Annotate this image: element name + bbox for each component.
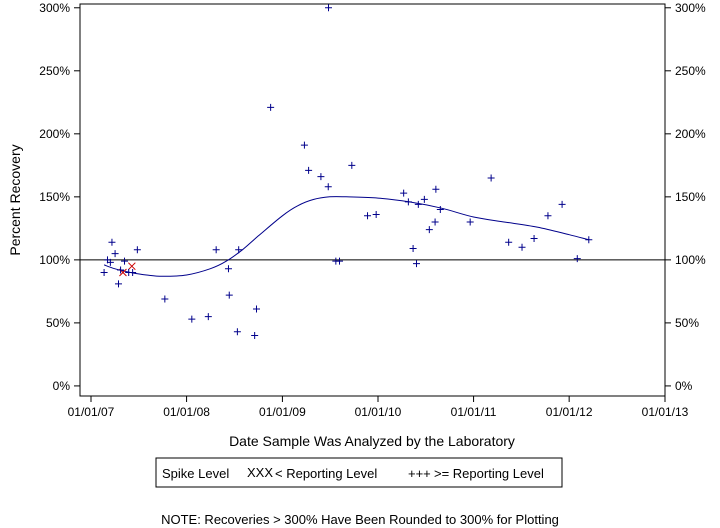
y-tick-label-left: 150% xyxy=(39,190,70,204)
data-point-above-reporting xyxy=(436,205,444,213)
data-point-above-reporting xyxy=(420,195,428,203)
y-tick-label-left: 200% xyxy=(39,127,70,141)
y-tick-label-left: 0% xyxy=(53,379,71,393)
data-point-above-reporting xyxy=(108,238,116,246)
data-point-above-reporting xyxy=(252,305,260,313)
y-tick-label-right: 0% xyxy=(675,379,693,393)
y-axis-left: 0% 50% 100% 150% 200% 250% 300% xyxy=(39,1,80,393)
data-point-below-reporting xyxy=(127,262,136,271)
data-point-above-reporting xyxy=(204,313,212,321)
data-point-above-reporting xyxy=(432,185,440,193)
data-point-above-reporting xyxy=(133,246,141,254)
data-point-above-reporting xyxy=(414,200,422,208)
y-tick-label-right: 100% xyxy=(675,253,706,267)
plot-frame xyxy=(79,3,666,397)
data-point-above-reporting xyxy=(117,266,125,274)
data-point-above-reporting xyxy=(400,189,408,197)
y-axis-title: Percent Recovery xyxy=(7,144,23,255)
x-tick-label: 01/01/09 xyxy=(259,405,306,419)
x-tick-label: 01/01/12 xyxy=(546,405,593,419)
legend-symbol-above: +++ xyxy=(408,466,431,481)
data-point-above-reporting xyxy=(336,257,344,265)
data-point-above-reporting xyxy=(251,331,259,339)
y-tick-label-right: 150% xyxy=(675,190,706,204)
footnote: NOTE: Recoveries > 300% Have Been Rounde… xyxy=(161,512,559,527)
data-point-above-reporting xyxy=(100,268,108,276)
y-tick-label-right: 300% xyxy=(675,1,706,15)
legend-symbol-below: XXX xyxy=(247,465,273,480)
data-point-above-reporting xyxy=(518,243,526,251)
data-point-above-reporting xyxy=(324,183,332,191)
data-point-above-reporting xyxy=(111,250,119,258)
data-points xyxy=(100,4,593,339)
x-tick-label: 01/01/11 xyxy=(451,405,497,419)
data-point-above-reporting xyxy=(317,173,325,181)
y-tick-label-left: 50% xyxy=(46,316,70,330)
y-tick-label-right: 250% xyxy=(675,64,706,78)
y-tick-label-left: 250% xyxy=(39,64,70,78)
data-point-above-reporting xyxy=(325,4,333,12)
trend-line xyxy=(103,196,589,277)
data-point-above-reporting xyxy=(544,212,552,220)
data-point-above-reporting xyxy=(372,210,380,218)
data-point-above-reporting xyxy=(431,218,439,226)
y-tick-label-right: 200% xyxy=(675,127,706,141)
data-point-above-reporting xyxy=(425,226,433,234)
legend-box xyxy=(155,457,563,488)
y-tick-label-left: 300% xyxy=(39,1,70,15)
data-point-above-reporting xyxy=(224,265,232,273)
data-point-above-reporting xyxy=(585,236,593,244)
data-point-above-reporting xyxy=(505,238,513,246)
legend-label-above: >= Reporting Level xyxy=(434,466,544,481)
data-point-above-reporting xyxy=(129,268,137,276)
legend-label-below: < Reporting Level xyxy=(275,466,377,481)
y-tick-label-left: 100% xyxy=(39,253,70,267)
x-axis-title: Date Sample Was Analyzed by the Laborato… xyxy=(229,433,515,449)
legend: Spike Level XXX < Reporting Level +++ >=… xyxy=(155,457,563,488)
data-point-above-reporting xyxy=(558,200,566,208)
data-point-above-reporting xyxy=(267,103,275,111)
data-point-above-reporting xyxy=(348,161,356,169)
data-point-above-reporting xyxy=(106,258,114,266)
y-axis-right: 0% 50% 100% 150% 200% 250% 300% xyxy=(665,1,706,393)
data-point-above-reporting xyxy=(412,260,420,268)
data-point-above-reporting xyxy=(212,246,220,254)
y-tick-label-right: 50% xyxy=(675,316,699,330)
data-point-above-reporting xyxy=(114,280,122,288)
data-point-above-reporting xyxy=(466,218,474,226)
data-point-above-reporting xyxy=(188,315,196,323)
data-point-above-reporting xyxy=(233,328,241,336)
data-point-above-reporting xyxy=(487,174,495,182)
data-point-above-reporting xyxy=(305,166,313,174)
data-point-above-reporting xyxy=(573,255,581,263)
data-point-above-reporting xyxy=(225,291,233,299)
data-point-above-reporting xyxy=(121,257,129,265)
data-point-above-reporting xyxy=(530,234,538,242)
data-point-above-reporting xyxy=(300,141,308,149)
data-point-above-reporting xyxy=(404,198,412,206)
x-axis: 01/01/07 01/01/08 01/01/09 01/01/10 01/01/11… xyxy=(68,396,689,419)
x-tick-label: 01/01/08 xyxy=(163,405,210,419)
data-point-above-reporting xyxy=(235,246,243,254)
data-point-above-reporting xyxy=(364,212,372,220)
data-point-above-reporting xyxy=(161,295,169,303)
data-point-above-reporting xyxy=(409,245,417,253)
x-tick-label: 01/01/13 xyxy=(642,405,689,419)
x-tick-label: 01/01/07 xyxy=(68,405,115,419)
legend-title: Spike Level xyxy=(162,466,229,481)
x-tick-label: 01/01/10 xyxy=(355,405,402,419)
